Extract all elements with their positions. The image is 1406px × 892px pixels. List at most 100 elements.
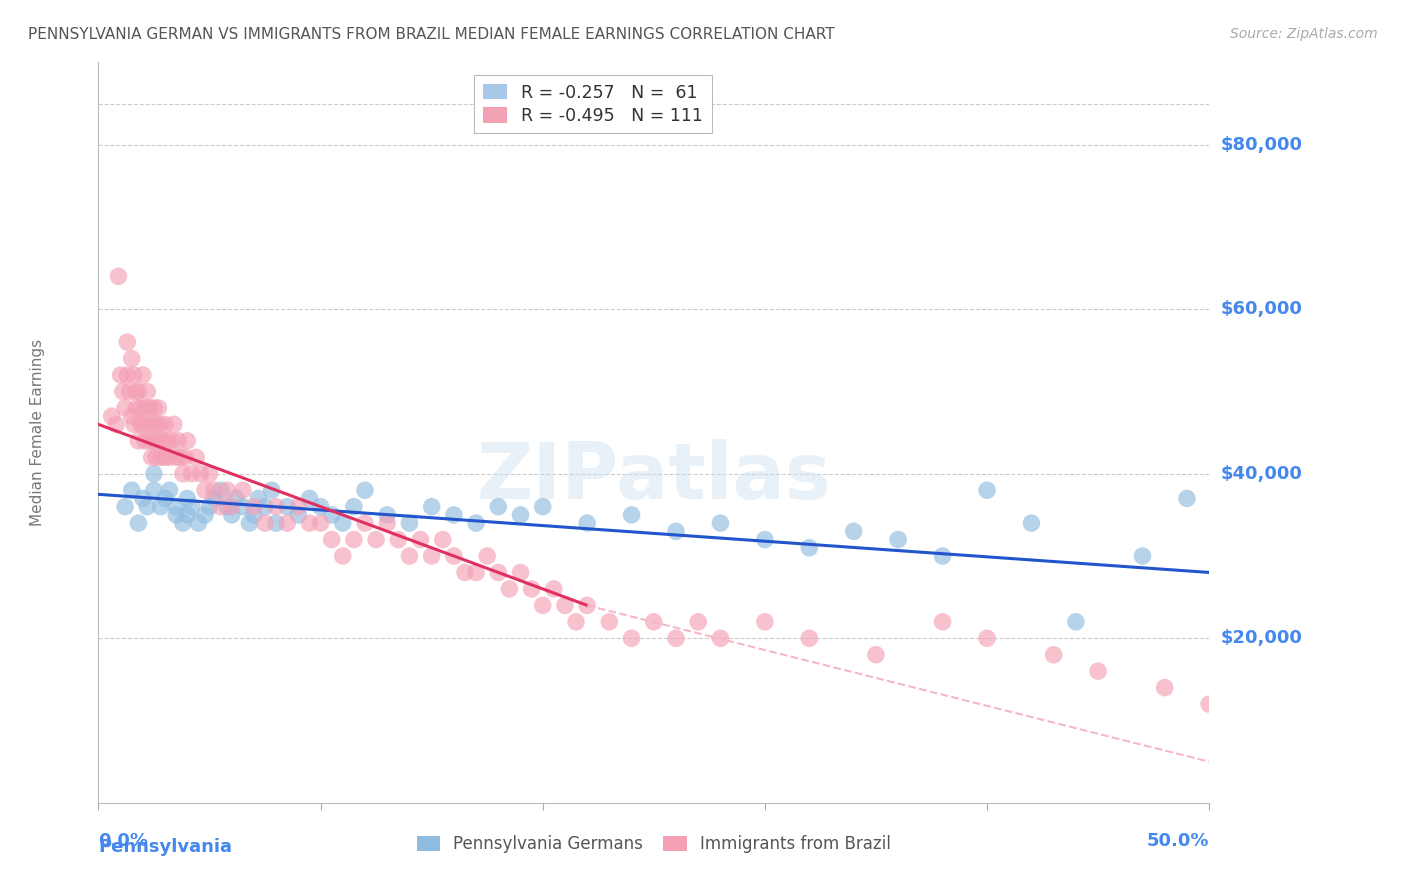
- Point: [180, 467, 202, 481]
- Point: [509, 566, 531, 580]
- Point: [1064, 615, 1087, 629]
- Point: [264, 500, 287, 514]
- Point: [387, 533, 409, 547]
- Point: [209, 500, 232, 514]
- Point: [1042, 648, 1064, 662]
- Point: [176, 434, 198, 448]
- Point: [531, 599, 554, 613]
- Point: [232, 500, 254, 514]
- Point: [509, 508, 531, 522]
- Point: [1198, 697, 1220, 711]
- Point: [454, 566, 477, 580]
- Point: [253, 516, 276, 530]
- Point: [976, 483, 998, 498]
- Point: [148, 434, 170, 448]
- Point: [160, 434, 183, 448]
- Point: [398, 549, 420, 563]
- Point: [665, 524, 688, 539]
- Point: [976, 632, 998, 646]
- Point: [117, 368, 139, 382]
- Point: [243, 500, 266, 514]
- Point: [565, 615, 588, 629]
- Point: [1309, 722, 1331, 736]
- Point: [198, 500, 221, 514]
- Point: [309, 500, 332, 514]
- Point: [125, 384, 148, 399]
- Point: [375, 516, 398, 530]
- Point: [165, 500, 187, 514]
- Point: [709, 516, 731, 530]
- Point: [465, 566, 488, 580]
- Legend: Pennsylvania Germans, Immigrants from Brazil: Pennsylvania Germans, Immigrants from Br…: [408, 826, 900, 861]
- Point: [887, 533, 910, 547]
- Point: [153, 491, 176, 506]
- Text: $40,000: $40,000: [1220, 465, 1302, 483]
- Point: [149, 417, 172, 432]
- Point: [465, 516, 488, 530]
- Point: [194, 483, 217, 498]
- Point: [202, 491, 225, 506]
- Point: [129, 401, 152, 415]
- Point: [221, 508, 243, 522]
- Point: [842, 524, 865, 539]
- Point: [543, 582, 565, 596]
- Text: Source: ZipAtlas.com: Source: ZipAtlas.com: [1230, 27, 1378, 41]
- Point: [132, 368, 155, 382]
- Point: [172, 467, 194, 481]
- Point: [167, 434, 190, 448]
- Point: [309, 516, 332, 530]
- Point: [172, 516, 194, 530]
- Point: [163, 417, 186, 432]
- Point: [332, 549, 354, 563]
- Point: [127, 384, 149, 399]
- Point: [141, 417, 163, 432]
- Point: [799, 632, 821, 646]
- Point: [187, 516, 209, 530]
- Point: [117, 335, 139, 350]
- Point: [143, 401, 166, 415]
- Point: [298, 491, 321, 506]
- Point: [143, 467, 166, 481]
- Point: [153, 417, 176, 432]
- Point: [432, 533, 454, 547]
- Point: [134, 434, 156, 448]
- Point: [409, 533, 432, 547]
- Point: [343, 533, 366, 547]
- Point: [332, 516, 354, 530]
- Text: Pennsylvania: Pennsylvania: [98, 838, 232, 855]
- Point: [420, 500, 443, 514]
- Point: [186, 450, 208, 465]
- Point: [190, 467, 212, 481]
- Point: [132, 417, 155, 432]
- Point: [194, 508, 217, 522]
- Point: [475, 549, 498, 563]
- Point: [159, 483, 181, 498]
- Text: 0.0%: 0.0%: [98, 832, 149, 850]
- Point: [486, 566, 509, 580]
- Point: [136, 384, 159, 399]
- Text: $60,000: $60,000: [1220, 301, 1302, 318]
- Point: [132, 491, 155, 506]
- Point: [287, 508, 309, 522]
- Point: [180, 500, 202, 514]
- Point: [1087, 664, 1109, 678]
- Point: [156, 434, 179, 448]
- Point: [243, 508, 266, 522]
- Point: [165, 508, 187, 522]
- Point: [122, 368, 145, 382]
- Point: [420, 549, 443, 563]
- Point: [1175, 491, 1198, 506]
- Point: [366, 533, 388, 547]
- Point: [141, 450, 163, 465]
- Point: [260, 483, 283, 498]
- Point: [111, 384, 134, 399]
- Point: [176, 508, 198, 522]
- Point: [217, 483, 239, 498]
- Point: [121, 351, 143, 366]
- Point: [520, 582, 543, 596]
- Point: [114, 401, 136, 415]
- Point: [375, 508, 398, 522]
- Point: [202, 483, 225, 498]
- Text: ZIPatlas: ZIPatlas: [477, 439, 831, 515]
- Point: [129, 417, 152, 432]
